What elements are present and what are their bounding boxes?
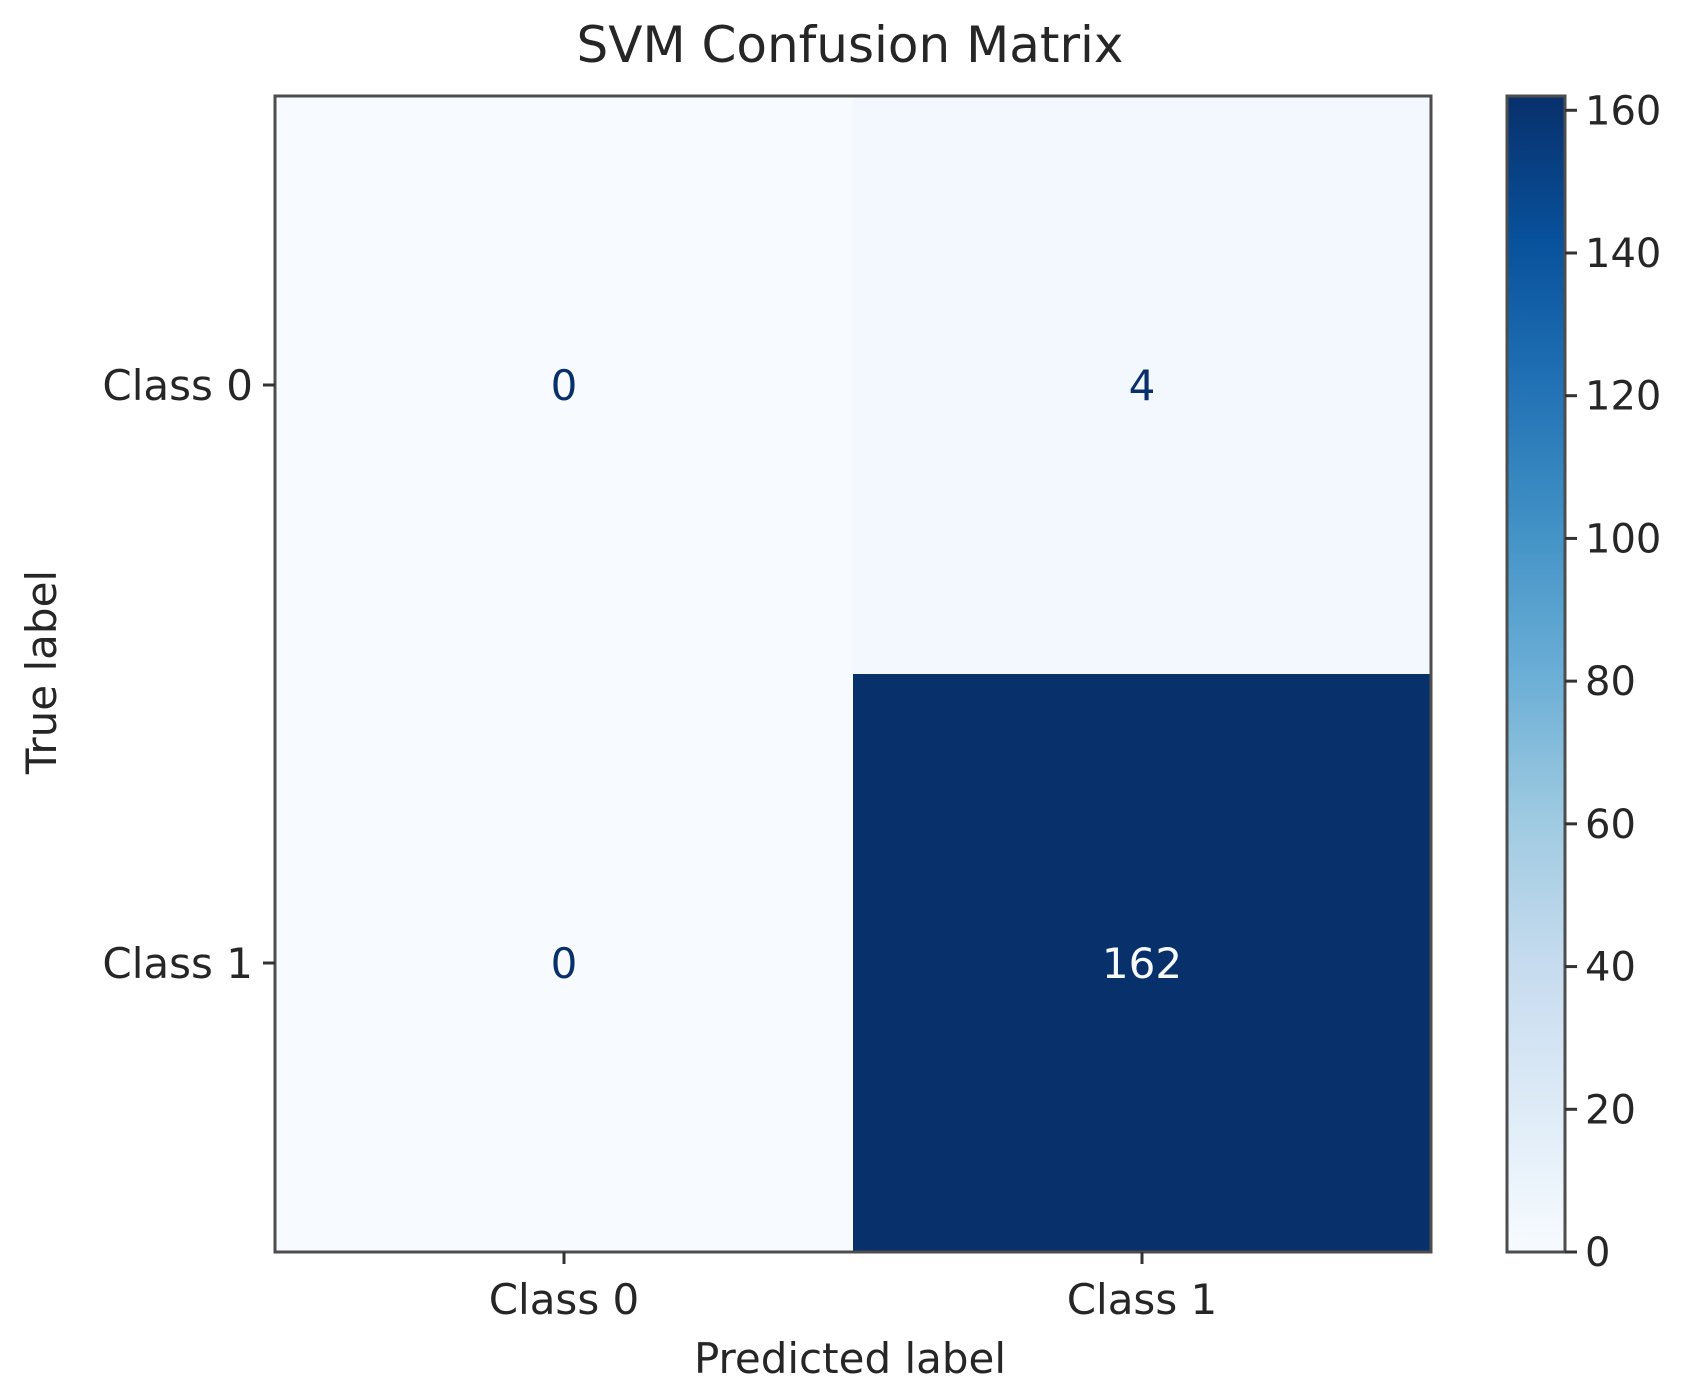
- colorbar-tick-label: 20: [1585, 1087, 1636, 1133]
- heatmap-cells: 0 4 0 162: [275, 96, 1431, 1252]
- colorbar-gradient: [1507, 96, 1565, 1252]
- colorbar-tick-label: 160: [1585, 88, 1661, 134]
- colorbar-tick-label: 80: [1585, 659, 1636, 705]
- colorbar-tick-label: 60: [1585, 802, 1636, 848]
- x-axis-label: Predicted label: [694, 1334, 1006, 1383]
- colorbar: 0 20 40 60 80 100 120 140 160: [1505, 88, 1661, 1276]
- y-tick-label: Class 1: [102, 939, 253, 988]
- heatmap-cell: [853, 96, 1431, 674]
- y-tick-label: Class 0: [102, 361, 253, 410]
- cell-value-label: 0: [551, 939, 578, 988]
- y-axis-ticks: Class 0 Class 1: [102, 361, 275, 988]
- colorbar-tick-label: 120: [1585, 374, 1661, 420]
- colorbar-frame: [1505, 94, 1567, 1254]
- cell-value-label: 0: [551, 361, 578, 410]
- heatmap-cell: [853, 674, 1431, 1252]
- heatmap-cell: [275, 674, 853, 1252]
- plot-frame: [273, 94, 1433, 1254]
- x-axis-ticks: Class 0 Class 1: [489, 1252, 1218, 1324]
- cell-value-label: 162: [1102, 939, 1182, 988]
- cell-value-label: 4: [1129, 361, 1156, 410]
- y-axis-label: True label: [17, 570, 66, 775]
- colorbar-tick-label: 40: [1585, 945, 1636, 991]
- colorbar-tick-label: 140: [1585, 231, 1661, 277]
- x-tick-label: Class 1: [1067, 1275, 1218, 1324]
- heatmap-cell: [275, 96, 853, 674]
- x-tick-label: Class 0: [489, 1275, 640, 1324]
- colorbar-tick-label: 0: [1585, 1230, 1610, 1276]
- chart-title: SVM Confusion Matrix: [577, 16, 1124, 74]
- colorbar-tick-label: 100: [1585, 516, 1661, 562]
